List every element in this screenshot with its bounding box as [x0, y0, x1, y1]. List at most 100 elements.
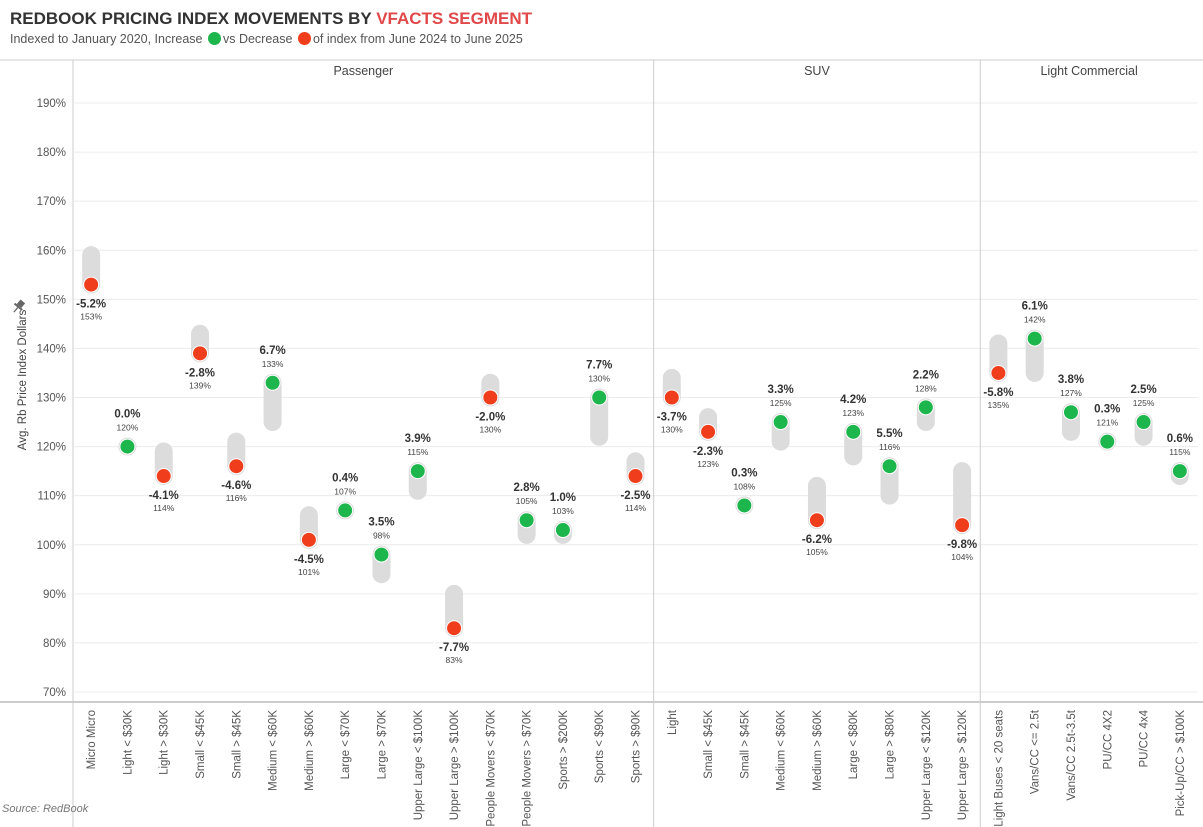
chart-title: REDBOOK PRICING INDEX MOVEMENTS BY VFACT… [10, 9, 532, 29]
decrease-point [300, 531, 317, 548]
value-label: 125% [770, 398, 792, 408]
value-label: 104% [951, 552, 973, 562]
y-tick-label: 190% [37, 98, 66, 110]
value-label: 135% [988, 400, 1010, 410]
change-label: -4.6% [221, 480, 251, 492]
value-label: 116% [879, 442, 901, 452]
x-tick-label: People Movers > $70K [522, 710, 534, 827]
change-label: -4.1% [149, 490, 179, 502]
x-tick-label: Medium < $60K [776, 710, 788, 791]
decrease-point [954, 517, 971, 534]
x-tick-label: Light < $30K [122, 710, 134, 775]
value-label: 123% [842, 408, 864, 418]
change-label: 0.3% [731, 467, 757, 479]
x-tick-label: Large < $80K [848, 710, 860, 780]
change-label: 7.7% [586, 360, 612, 372]
subtitle-part2: vs Decrease [222, 32, 293, 46]
chart-title-accent: VFACTS SEGMENT [376, 9, 533, 28]
x-tick-label: Pick-Up/CC > $100K [1175, 710, 1187, 817]
value-label: 121% [1096, 418, 1118, 428]
x-tick-label: Upper Large < $120K [921, 710, 933, 821]
x-tick-label: People Movers < $70K [485, 710, 497, 827]
y-tick-label: 170% [37, 196, 66, 208]
increase-point [917, 399, 934, 416]
y-tick-label: 120% [37, 442, 66, 454]
decrease-point [446, 620, 463, 637]
x-tick-label: Sports > $90K [631, 710, 643, 784]
x-tick-label: Large > $70K [376, 710, 388, 780]
change-label: -6.2% [802, 534, 832, 546]
pin-icon-head [16, 299, 26, 308]
change-label: 0.3% [1094, 404, 1120, 416]
x-tick-label: PU/CC 4X2 [1102, 710, 1114, 769]
decrease-legend-dot [297, 32, 311, 45]
x-tick-label: Upper Large > $120K [957, 710, 969, 821]
value-label: 107% [334, 486, 356, 496]
group-header-label: Passenger [333, 64, 393, 78]
y-tick-label: 140% [37, 343, 66, 355]
decrease-point [663, 389, 680, 406]
increase-point [845, 423, 862, 440]
x-tick-label: Medium > $60K [812, 710, 824, 791]
y-tick-label: 160% [37, 245, 66, 257]
decrease-point [228, 458, 245, 475]
increase-point [1171, 463, 1188, 480]
value-label: 114% [153, 503, 175, 513]
y-tick-label: 130% [37, 393, 66, 405]
x-tick-label: Micro Micro [86, 710, 98, 769]
change-label: -2.5% [620, 490, 650, 502]
change-label: -5.2% [76, 299, 106, 311]
decrease-point [482, 389, 499, 406]
pin-icon-bar [13, 302, 23, 311]
change-label: 2.2% [913, 369, 939, 381]
increase-point [119, 438, 136, 455]
decrease-point [990, 364, 1007, 381]
value-label: 98% [373, 531, 390, 541]
change-label: 3.3% [768, 384, 794, 396]
x-tick-label: Vans/CC 2.5t-3.5t [1066, 709, 1078, 800]
change-label: 0.4% [332, 472, 358, 484]
x-tick-label: Small < $45K [195, 710, 207, 779]
x-tick-label: Light Buses < 20 seats [993, 710, 1005, 827]
y-tick-label: 150% [37, 294, 66, 306]
value-label: 125% [1133, 398, 1155, 408]
value-label: 105% [516, 496, 538, 506]
group-header-label: SUV [804, 64, 830, 78]
change-label: 6.1% [1022, 301, 1048, 313]
value-label: 83% [446, 655, 463, 665]
increase-point [409, 463, 426, 480]
increase-point [264, 374, 281, 391]
change-label: 2.8% [514, 482, 540, 494]
change-label: 3.5% [368, 517, 394, 529]
decrease-point [808, 512, 825, 529]
value-label: 142% [1024, 315, 1046, 325]
pin-icon [13, 299, 26, 313]
decrease-point [192, 345, 209, 362]
x-tick-label: Light [667, 709, 679, 735]
x-tick-label: Medium > $60K [304, 710, 316, 791]
change-label: -2.3% [693, 446, 723, 458]
increase-point [373, 546, 390, 563]
increase-point [772, 414, 789, 431]
decrease-point [155, 468, 172, 485]
change-label: -2.8% [185, 367, 215, 379]
change-label: -9.8% [947, 539, 977, 551]
change-label: 0.6% [1167, 433, 1193, 445]
change-label: -7.7% [439, 642, 469, 654]
y-tick-label: 180% [37, 147, 66, 159]
value-label: 115% [1169, 447, 1191, 457]
x-tick-label: Large > $80K [885, 710, 897, 780]
change-label: -5.8% [983, 387, 1013, 399]
y-tick-label: 90% [43, 589, 66, 601]
change-label: 2.5% [1130, 384, 1156, 396]
change-label: 5.5% [876, 428, 902, 440]
x-tick-label: Large < $70K [340, 710, 352, 780]
x-tick-label: Small > $45K [739, 710, 751, 779]
source-note: Source: RedBook [2, 803, 89, 815]
range-bar [953, 462, 972, 535]
increase-point [881, 458, 898, 475]
value-label: 120% [117, 423, 139, 433]
change-label: 4.2% [840, 394, 866, 406]
change-label: 0.0% [114, 409, 140, 421]
